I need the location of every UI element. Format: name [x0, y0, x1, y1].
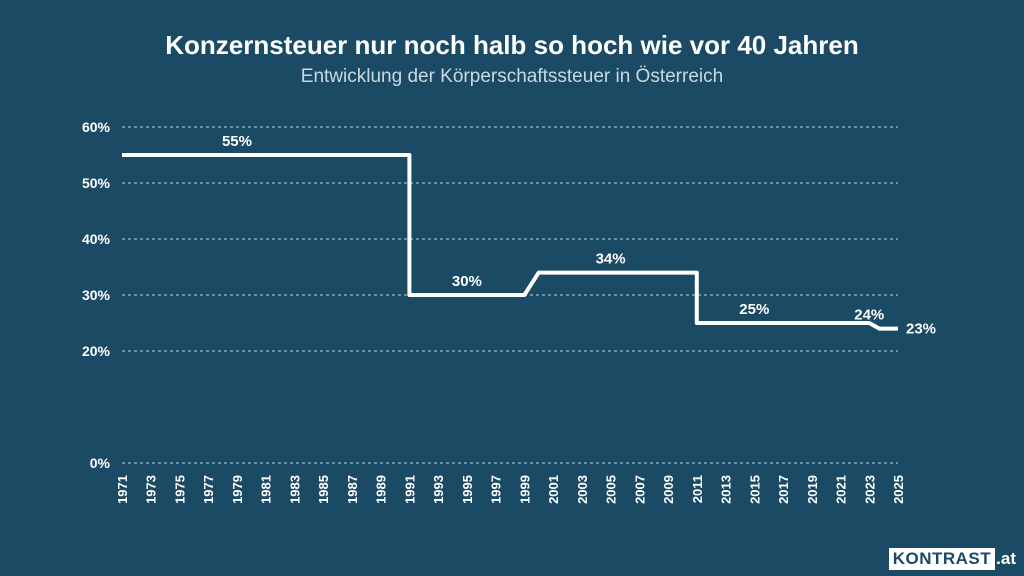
x-tick-label: 1977: [201, 475, 216, 504]
y-tick-label: 50%: [82, 175, 111, 191]
x-tick-label: 1973: [144, 475, 159, 504]
x-tick-label: 1975: [172, 475, 187, 504]
x-tick-label: 2001: [546, 475, 561, 504]
data-label: 30%: [452, 273, 482, 290]
data-label: 55%: [222, 133, 252, 150]
x-tick-label: 1997: [489, 475, 504, 504]
y-tick-label: 30%: [82, 287, 111, 303]
x-tick-label: 2015: [747, 475, 762, 504]
x-tick-label: 2017: [776, 475, 791, 504]
x-tick-label: 2019: [805, 475, 820, 504]
x-tick-label: 2011: [690, 475, 705, 503]
x-tick-label: 2013: [719, 475, 734, 504]
chart-subtitle: Entwicklung der Körperschaftssteuer in Ö…: [301, 66, 723, 87]
y-tick-label: 0%: [90, 455, 111, 471]
y-tick-label: 60%: [82, 119, 111, 135]
y-tick-label: 40%: [82, 231, 111, 247]
y-tick-label: 20%: [82, 343, 111, 359]
x-tick-label: 1993: [431, 475, 446, 504]
data-label: 24%: [854, 307, 884, 324]
series-layer: [122, 153, 898, 331]
logo-main-text: KONTRAST: [888, 548, 996, 570]
chart-title: Konzernsteuer nur noch halb so hoch wie …: [165, 30, 858, 60]
x-tick-label: 2003: [575, 475, 590, 504]
x-tick-label: 1991: [402, 475, 417, 504]
x-axis-ticks: 1971 1973 1975 1977 1979 1981 1983 1985 1987 1989…: [115, 475, 906, 504]
kontrast-logo: KONTRAST .at: [888, 548, 1016, 570]
data-label: 34%: [596, 251, 626, 268]
y-axis-ticks: 0% 20% 30% 40% 50% 60%: [82, 119, 111, 471]
x-tick-label: 1995: [460, 475, 475, 504]
x-tick-label: 2007: [632, 475, 647, 504]
data-labels: 55% 30% 34% 25% 24% 23%: [222, 133, 936, 338]
x-tick-label: 2005: [604, 475, 619, 504]
x-tick-label: 1981: [259, 475, 274, 504]
series-line: [122, 153, 898, 331]
x-tick-label: 1987: [345, 475, 360, 504]
x-tick-label: 1989: [374, 475, 389, 504]
x-tick-label: 2021: [834, 475, 849, 504]
x-tick-label: 1979: [230, 475, 245, 504]
x-tick-label: 1985: [316, 475, 331, 504]
data-label: 23%: [906, 321, 936, 338]
x-tick-label: 2025: [891, 475, 906, 504]
logo-suffix-text: .at: [996, 549, 1016, 568]
data-label: 25%: [739, 301, 769, 318]
x-tick-label: 2023: [862, 475, 877, 504]
x-tick-label: 1983: [287, 475, 302, 504]
x-tick-label: 1999: [517, 475, 532, 504]
x-tick-label: 1971: [115, 475, 130, 504]
x-tick-label: 2009: [661, 475, 676, 504]
